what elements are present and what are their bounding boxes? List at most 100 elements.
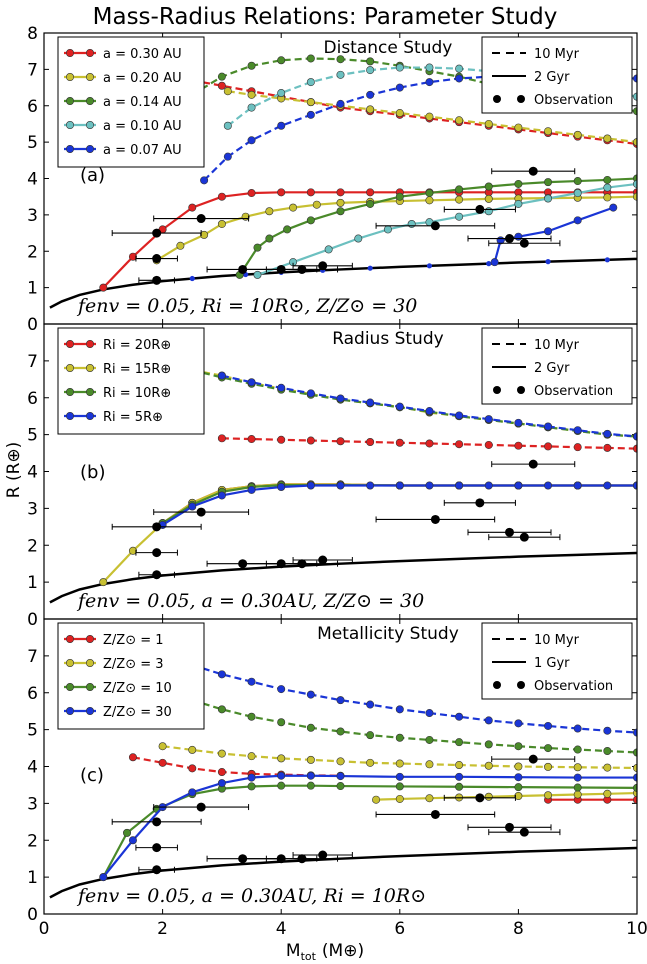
legend-label: 10 Myr [534,47,580,62]
observation-point [152,865,162,875]
data-point [372,795,381,804]
observation-point [528,166,538,176]
legend-marker [86,682,95,691]
data-point [484,207,493,216]
legend-marker [66,145,75,154]
data-point [265,207,274,216]
theory-point [189,275,195,282]
data-point [395,794,404,803]
data-point [603,443,612,452]
legend-marker [66,658,75,667]
data-point [514,199,523,208]
x-axis-label-symbol: M [286,941,301,961]
data-point [247,90,256,99]
data-point [514,123,523,132]
observation-point [519,827,529,837]
legend-label: Ri = 5R⊕ [103,410,163,425]
observation-point [196,507,206,517]
data-point [603,193,612,202]
data-point [366,90,375,99]
data-point [128,836,137,845]
y-axis-label: R (R⊕) [4,442,24,499]
data-point [544,227,553,236]
observation [488,532,561,542]
data-point [277,435,286,444]
legend-marker [86,706,95,715]
data-point [514,773,523,782]
data-point [484,119,493,128]
legend-marker [86,658,95,667]
data-point [223,87,232,96]
data-point [158,758,167,767]
data-point [336,757,345,766]
legend-marker [66,411,75,420]
legend-series: Ri = 20R⊕ Ri = 15R⊕ Ri = 10R⊕ Ri = 5R⊕ [57,327,205,435]
data-point [484,415,493,424]
legend-marker [66,363,75,372]
series-line-old [238,177,637,276]
legend-label: Observation [534,93,613,108]
legend-marker [86,121,95,130]
data-point [277,685,286,694]
legend-marker [86,411,95,420]
legend-label: Ri = 15R⊕ [103,362,171,377]
data-point [366,481,375,490]
observation-point [318,261,328,271]
legend-marker [86,48,95,57]
observation-point [505,527,515,537]
y-tick-label: 2 [27,831,38,851]
y-tick-label: 6 [27,97,38,117]
observation-point [519,532,529,542]
legend-label: Z/Z⊙ = 3 [103,657,164,672]
data-point [603,175,612,184]
data-point [253,270,262,279]
observation-point [238,559,248,569]
data-point [277,89,286,98]
y-tick-label: 1 [27,573,38,593]
data-point [247,752,256,761]
data-point [425,407,434,416]
data-point [573,790,582,799]
data-point [306,755,315,764]
data-point [603,747,612,756]
data-point [395,109,404,118]
data-point [277,121,286,130]
data-point [247,485,256,494]
observation-point [318,555,328,565]
observation [138,275,175,285]
observation [265,854,339,864]
data-point [455,212,464,221]
x-axis-label-unit: (M⊕) [322,941,364,961]
observation [292,555,353,565]
data-point [277,482,286,491]
panel-annotation: 𝑓env = 0.05, Ri = 10R⊙, Z/Z⊙ = 30 [76,295,417,317]
legend-marker [66,73,75,82]
observation [443,498,516,508]
data-point [217,779,226,788]
data-point [223,121,232,130]
observation [491,754,576,764]
data-point [395,402,404,411]
theory-curve [49,846,637,899]
data-point [425,760,434,769]
observation-point [318,850,328,860]
legend-label: a = 0.20 AU [103,71,182,86]
legend-marker [66,682,75,691]
data-point [128,252,137,261]
observation [491,459,576,469]
data-point [425,735,434,744]
observation [467,234,552,244]
data-point [306,771,315,780]
panel-title: Metallicity Study [317,624,459,644]
y-tick-label: 0 [27,905,38,925]
x-tick-label: 0 [39,919,50,939]
data-point [336,70,345,79]
data-point [247,61,256,70]
observation-point [152,817,162,827]
data-point [217,192,226,201]
y-tick-label: 3 [27,206,38,226]
observation-point [297,264,307,274]
data-point [366,398,375,407]
observation-point [152,522,162,532]
data-point [366,758,375,767]
